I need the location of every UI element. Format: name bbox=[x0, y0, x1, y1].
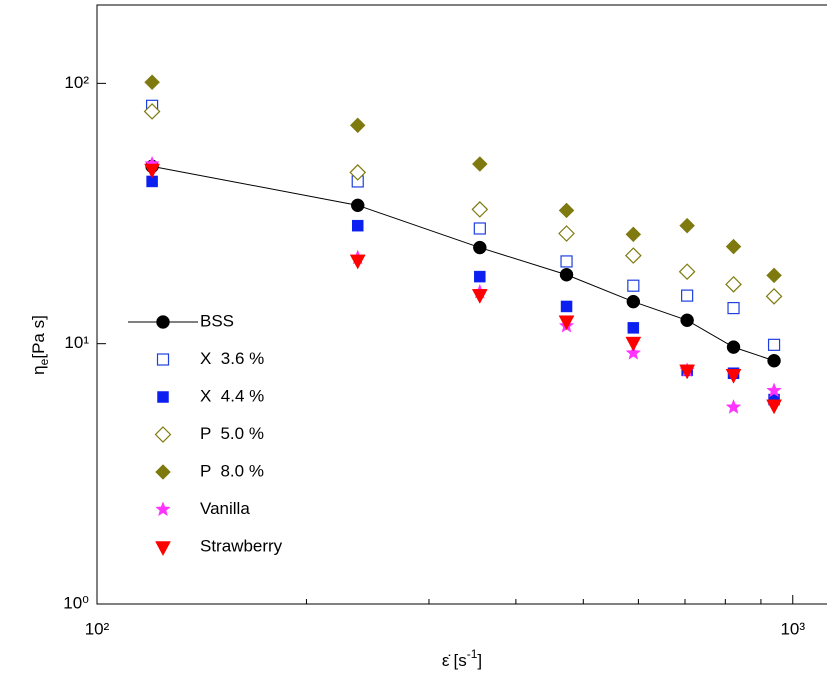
data-point bbox=[144, 163, 161, 179]
data-point bbox=[727, 301, 740, 315]
data-point bbox=[474, 270, 486, 283]
data-point bbox=[625, 344, 642, 360]
data-point bbox=[559, 267, 574, 282]
legend-marker bbox=[156, 353, 170, 366]
x-label-symbol: ε̇ bbox=[442, 651, 451, 670]
data-point bbox=[725, 399, 742, 414]
legend-label: BSS bbox=[200, 311, 234, 330]
data-point bbox=[471, 201, 489, 218]
legend-label: X 4.4 % bbox=[200, 386, 264, 405]
data-point bbox=[680, 313, 694, 328]
data-point bbox=[349, 117, 366, 134]
data-point bbox=[766, 267, 782, 284]
data-point bbox=[626, 294, 641, 309]
data-point bbox=[681, 289, 694, 302]
x-label-unit: [s bbox=[453, 651, 466, 670]
data-point bbox=[144, 74, 160, 91]
x-axis-label: ε̇ [s-1] bbox=[442, 647, 482, 670]
data-point bbox=[624, 247, 642, 264]
data-point bbox=[471, 289, 488, 304]
data-point bbox=[558, 225, 575, 242]
legend-label: Strawberry bbox=[200, 536, 283, 555]
data-point bbox=[473, 240, 487, 255]
data-point bbox=[725, 238, 742, 255]
data-point bbox=[625, 336, 642, 352]
data-point bbox=[350, 198, 365, 213]
data-point bbox=[349, 164, 367, 181]
legend-label: P 8.0 % bbox=[200, 461, 264, 480]
legend-label: Vanilla bbox=[200, 499, 250, 518]
data-point bbox=[471, 156, 488, 172]
x-tick-label: 10² bbox=[85, 619, 110, 638]
legend-marker bbox=[155, 464, 171, 480]
data-point bbox=[766, 399, 782, 415]
data-point bbox=[143, 103, 161, 120]
y-tick-label: 10² bbox=[64, 73, 89, 92]
plot-frame bbox=[96, 4, 827, 605]
data-point bbox=[725, 368, 742, 384]
data-point bbox=[349, 254, 366, 270]
y-axis-label: ηe[Pa s] bbox=[29, 315, 51, 375]
y-label-subscript: e bbox=[37, 358, 51, 365]
data-point bbox=[725, 276, 742, 293]
legend-label: X 3.6 % bbox=[200, 349, 264, 368]
data-point bbox=[560, 300, 573, 313]
data-point bbox=[473, 222, 486, 235]
data-point bbox=[679, 217, 695, 234]
x-label-close: ] bbox=[477, 651, 482, 670]
y-label-unit: [Pa s] bbox=[29, 315, 48, 358]
legend-marker bbox=[154, 426, 172, 443]
y-tick-label: 10¹ bbox=[64, 333, 89, 352]
data-point bbox=[560, 255, 573, 268]
data-point bbox=[627, 279, 640, 292]
legend-label: P 5.0 % bbox=[200, 424, 264, 443]
legend-marker bbox=[155, 541, 171, 557]
legend-marker bbox=[155, 501, 171, 517]
data-point bbox=[766, 382, 782, 398]
data-point bbox=[558, 315, 575, 331]
y-tick-label: 10⁰ bbox=[63, 593, 89, 612]
data-point bbox=[625, 226, 642, 243]
legend-marker bbox=[157, 391, 169, 403]
x-label-superscript: -1 bbox=[467, 647, 478, 661]
series-line bbox=[151, 165, 775, 362]
data-point bbox=[351, 219, 364, 232]
data-point bbox=[767, 353, 781, 368]
data-point bbox=[767, 338, 781, 351]
data-point bbox=[726, 340, 741, 354]
data-point bbox=[678, 263, 696, 281]
data-point bbox=[558, 202, 575, 219]
data-point bbox=[627, 322, 640, 334]
x-tick-label: 10³ bbox=[780, 619, 805, 638]
data-point bbox=[765, 287, 783, 305]
data-point bbox=[679, 364, 696, 380]
y-label-symbol: η bbox=[29, 365, 48, 374]
legend-marker bbox=[156, 315, 170, 329]
